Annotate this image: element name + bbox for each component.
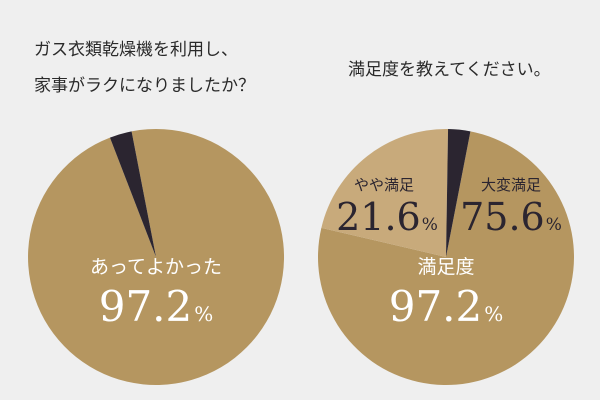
- left-pie-unit: %: [194, 302, 213, 326]
- segment-b-unit: %: [422, 215, 438, 235]
- pie-right-slice-0: [317, 131, 574, 385]
- segment-b-label: やや満足: [354, 176, 414, 194]
- pie-left-slice-1: [109, 131, 156, 257]
- left-pie-label: あってよかった: [90, 256, 222, 278]
- pie-chart-right: [317, 129, 574, 385]
- left-question-line1: ガス衣類乾燥機を利用し、: [34, 40, 238, 60]
- segment-a-unit: %: [546, 215, 562, 235]
- right-pie-unit: %: [484, 302, 503, 326]
- segment-b-value-line: 21.6%: [336, 195, 438, 239]
- pie-chart-left: [28, 128, 285, 385]
- segment-b-value: 21.6: [336, 195, 421, 239]
- segment-a-value: 75.6: [460, 195, 545, 239]
- right-pie-value: 97.2: [389, 282, 483, 331]
- left-pie-value: 97.2: [99, 282, 193, 331]
- pie-right-slice-1: [321, 129, 449, 257]
- left-question-line2: 家事がラクになりましたか？: [34, 76, 255, 96]
- right-pie-label: 満足度: [417, 256, 474, 278]
- right-question: 満足度を教えてください。: [348, 60, 551, 80]
- right-pie-value-line: 97.2%: [389, 282, 504, 331]
- pie-right-slice-2: [446, 129, 471, 257]
- segment-a-value-line: 75.6%: [460, 195, 562, 239]
- segment-a-label: 大変満足: [481, 176, 541, 194]
- left-pie-value-line: 97.2%: [99, 282, 214, 331]
- pie-left-slice-0: [28, 128, 285, 385]
